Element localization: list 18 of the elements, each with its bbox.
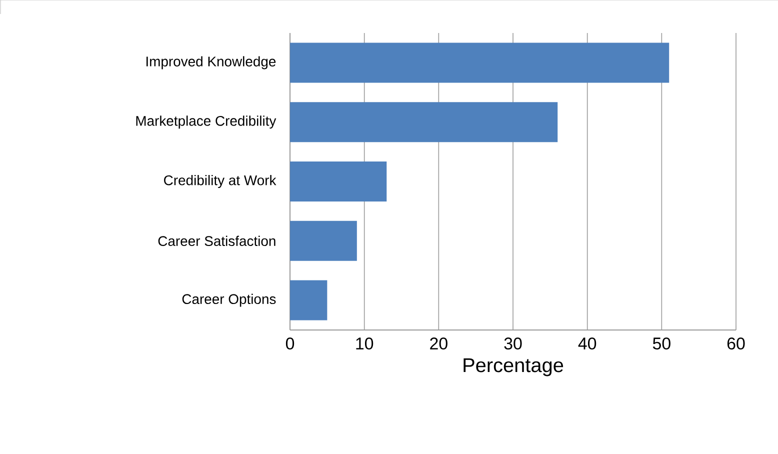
y-tick-label: Career Options	[182, 294, 276, 307]
x-tick-label: 20	[430, 338, 448, 350]
x-tick-label: 50	[652, 338, 670, 350]
bar	[290, 102, 558, 142]
x-tick-label: 60	[727, 338, 745, 350]
y-tick-label: Career Satisfaction	[158, 236, 276, 246]
y-tick-label: Credibility at Work	[164, 174, 276, 188]
x-tick-label: 40	[578, 338, 596, 350]
y-tick-label: Improved Knowledge	[146, 56, 276, 70]
bar	[290, 280, 328, 320]
x-tick-label: 0	[286, 338, 294, 350]
x-tick-label: 10	[356, 338, 374, 350]
y-tick-label: Marketplace Credibility	[136, 116, 276, 129]
x-tick-label: 30	[504, 338, 522, 350]
bar	[290, 42, 670, 83]
bar	[290, 161, 387, 202]
x-axis-title: Percentage	[464, 358, 564, 376]
bar	[290, 220, 357, 261]
